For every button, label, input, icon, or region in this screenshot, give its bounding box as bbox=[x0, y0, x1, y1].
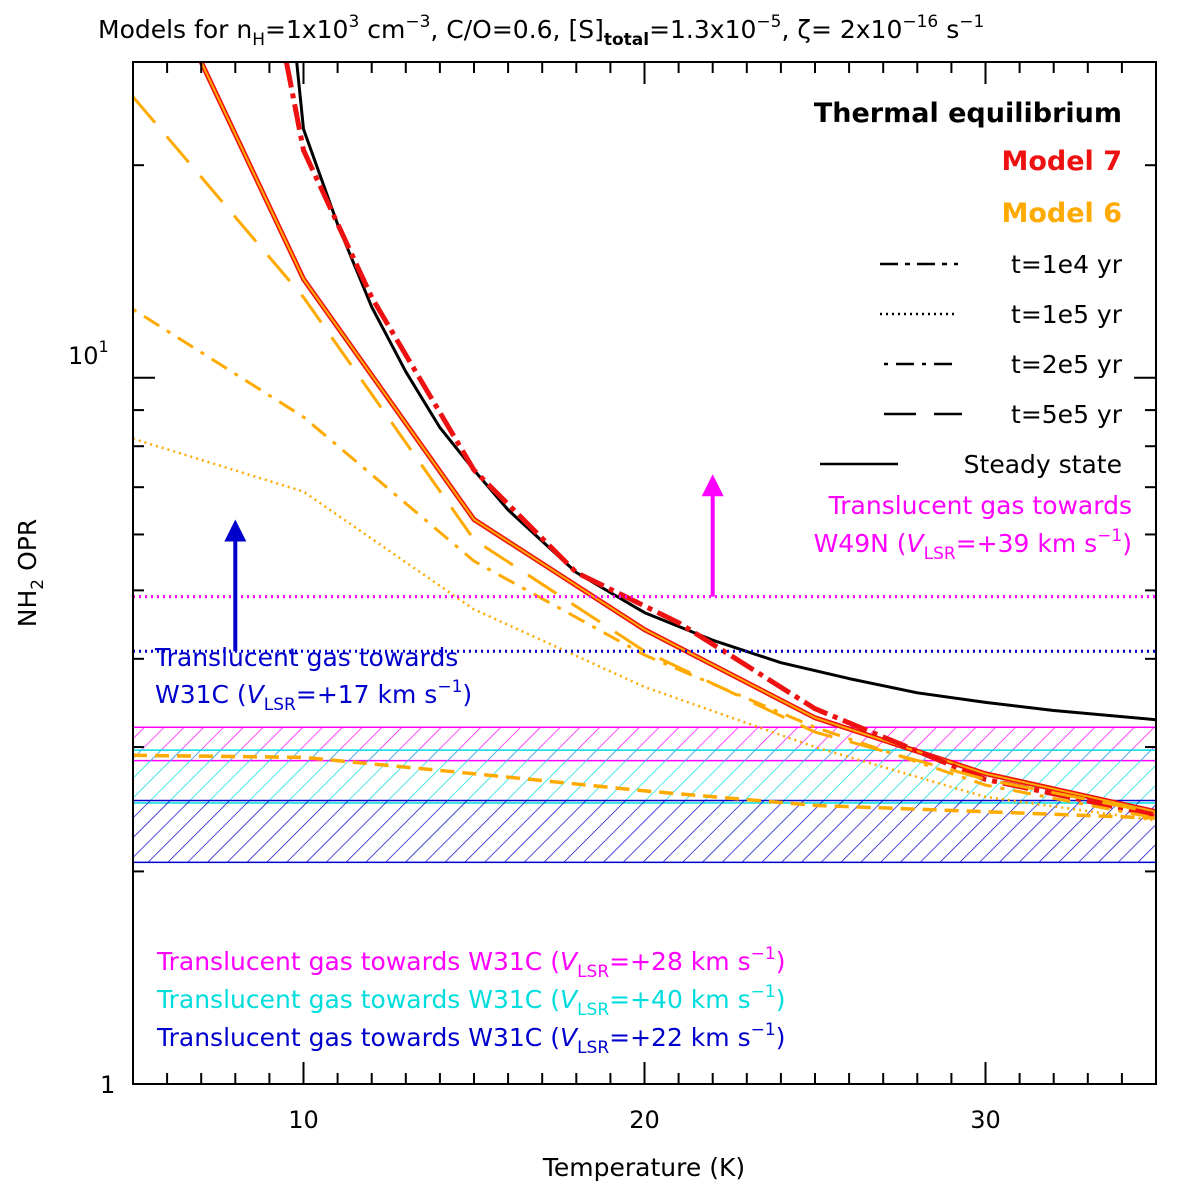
band28-b: =+28 km s bbox=[609, 947, 750, 976]
band40-a: Translucent gas towards W31C ( bbox=[156, 985, 560, 1014]
legend-steady: Steady state bbox=[964, 450, 1122, 479]
y-axis-label: NH2 OPR bbox=[13, 519, 48, 627]
w31c17-b: =+17 km s bbox=[296, 680, 437, 709]
legend-t3: t=2e5 yr bbox=[1011, 350, 1123, 379]
w31c17-annotation-line2: W31C (VLSR=+17 km s−1) bbox=[155, 677, 472, 715]
title-sup-m16: −16 bbox=[902, 12, 938, 32]
x-tick-label-20: 20 bbox=[629, 1106, 660, 1134]
band40-vsub: LSR bbox=[577, 1000, 609, 1020]
title-part-c: cm bbox=[359, 15, 405, 44]
hatched-bands bbox=[132, 726, 1157, 864]
band22-close: ) bbox=[776, 1023, 786, 1052]
arrows-layer bbox=[224, 474, 724, 652]
band22-b: =+22 km s bbox=[609, 1023, 750, 1052]
band40-annotation: Translucent gas towards W31C (VLSR=+40 k… bbox=[156, 982, 785, 1020]
w31c17-a: W31C ( bbox=[155, 680, 247, 709]
band40-b: =+40 km s bbox=[609, 985, 750, 1014]
title-sup-m1: −1 bbox=[959, 12, 984, 32]
arrow-head-w31c-arrow bbox=[224, 519, 247, 542]
w31c17-sup: −1 bbox=[437, 677, 462, 697]
legend: Thermal equilibrium Model 7 Model 6 t=1e… bbox=[814, 98, 1123, 479]
legend-thermal: Thermal equilibrium bbox=[814, 98, 1122, 129]
band28-close: ) bbox=[776, 947, 786, 976]
x-tick-label-30: 30 bbox=[970, 1106, 1001, 1134]
y-label-sub-2: 2 bbox=[28, 579, 48, 590]
axis-ticks bbox=[133, 62, 1157, 1084]
band22-v: V bbox=[560, 1023, 579, 1052]
series-model-6-t-1e5-yr bbox=[133, 437, 1156, 822]
y-tick-label-1: 1 bbox=[100, 1071, 115, 1099]
y-tick-label-10: 101 bbox=[68, 337, 109, 370]
title-sup-3: 3 bbox=[348, 12, 359, 32]
title-sup-m3: −3 bbox=[405, 12, 430, 32]
title-part-f: , ζ= 2x10 bbox=[781, 15, 902, 44]
w49n-annotation-line2: W49N (VLSR=+39 km s−1) bbox=[814, 526, 1132, 564]
band28-v: V bbox=[560, 947, 579, 976]
title-sup-m5: −5 bbox=[756, 12, 781, 32]
chart-title: Models for nH=1x103 cm−3, C/O=0.6, [S]to… bbox=[98, 12, 984, 50]
legend-model6: Model 6 bbox=[1002, 198, 1123, 229]
title-part-g: s bbox=[938, 15, 959, 44]
title-part-b: =1x10 bbox=[265, 15, 348, 44]
band22-sup: −1 bbox=[751, 1020, 776, 1040]
series-model-6-t-2e5-yr bbox=[133, 308, 1156, 820]
w49n-v: V bbox=[907, 529, 926, 558]
title-part-d: , C/O=0.6, [S] bbox=[430, 15, 603, 44]
band40-v: V bbox=[560, 985, 579, 1014]
limit-lines bbox=[133, 595, 1156, 653]
legend-t4: t=5e5 yr bbox=[1011, 400, 1123, 429]
title-part-e: =1.3x10 bbox=[649, 15, 756, 44]
x-tick-label-10: 10 bbox=[288, 1106, 319, 1134]
band28-a: Translucent gas towards W31C ( bbox=[156, 947, 560, 976]
series-model-7-t-5e5-yr bbox=[283, 62, 1156, 818]
x-axis-label: Temperature (K) bbox=[542, 1153, 745, 1182]
band28-vsub: LSR bbox=[577, 962, 609, 982]
w49n-annotation-line1: Translucent gas towards bbox=[828, 491, 1132, 520]
w31c17-v: V bbox=[247, 680, 266, 709]
w49n-vsub: LSR bbox=[924, 544, 956, 564]
title-sub-h: H bbox=[252, 30, 265, 50]
band28-sup: −1 bbox=[751, 944, 776, 964]
legend-t2: t=1e5 yr bbox=[1011, 300, 1123, 329]
annotations: Translucent gas towards W49N (VLSR=+39 k… bbox=[154, 491, 1132, 1058]
band22-vsub: LSR bbox=[577, 1038, 609, 1058]
series-model-6-t-5e5-yr bbox=[133, 95, 1156, 815]
band40-sup: −1 bbox=[751, 982, 776, 1002]
x-tick-labels: 10 20 30 bbox=[288, 1106, 1001, 1134]
y-tick-10-base: 10 bbox=[68, 342, 99, 370]
w31c17-close: ) bbox=[462, 680, 472, 709]
w49n-b: =+39 km s bbox=[956, 529, 1097, 558]
w49n-close: ) bbox=[1122, 529, 1132, 558]
y-tick-10-sup: 1 bbox=[99, 337, 109, 356]
y-label-nh: NH bbox=[13, 590, 42, 628]
band28-annotation: Translucent gas towards W31C (VLSR=+28 k… bbox=[156, 944, 785, 982]
legend-model7: Model 7 bbox=[1002, 146, 1123, 177]
band40-close: ) bbox=[776, 985, 786, 1014]
series-model-6-steady-state bbox=[200, 62, 1156, 813]
title-sub-total: total bbox=[604, 30, 649, 50]
w31c17-annotation-line1: Translucent gas towards bbox=[154, 643, 458, 672]
y-label-opr: OPR bbox=[13, 519, 42, 579]
arrow-head-w49n-arrow bbox=[701, 474, 724, 497]
series-model-6-t-1e4-yr bbox=[133, 753, 1156, 820]
band22-a: Translucent gas towards W31C ( bbox=[156, 1023, 560, 1052]
band22-annotation: Translucent gas towards W31C (VLSR=+22 k… bbox=[156, 1020, 785, 1058]
band-w31c-40 bbox=[132, 749, 1157, 804]
series-layer bbox=[133, 62, 1156, 822]
w49n-sup: −1 bbox=[1097, 526, 1122, 546]
series-thermal-equilibrium bbox=[295, 62, 1156, 722]
title-part-a: Models for n bbox=[98, 15, 252, 44]
legend-t1: t=1e4 yr bbox=[1011, 250, 1123, 279]
w31c17-vsub: LSR bbox=[264, 695, 296, 715]
band-w31c-22 bbox=[132, 799, 1157, 864]
w49n-a: W49N ( bbox=[814, 529, 907, 558]
